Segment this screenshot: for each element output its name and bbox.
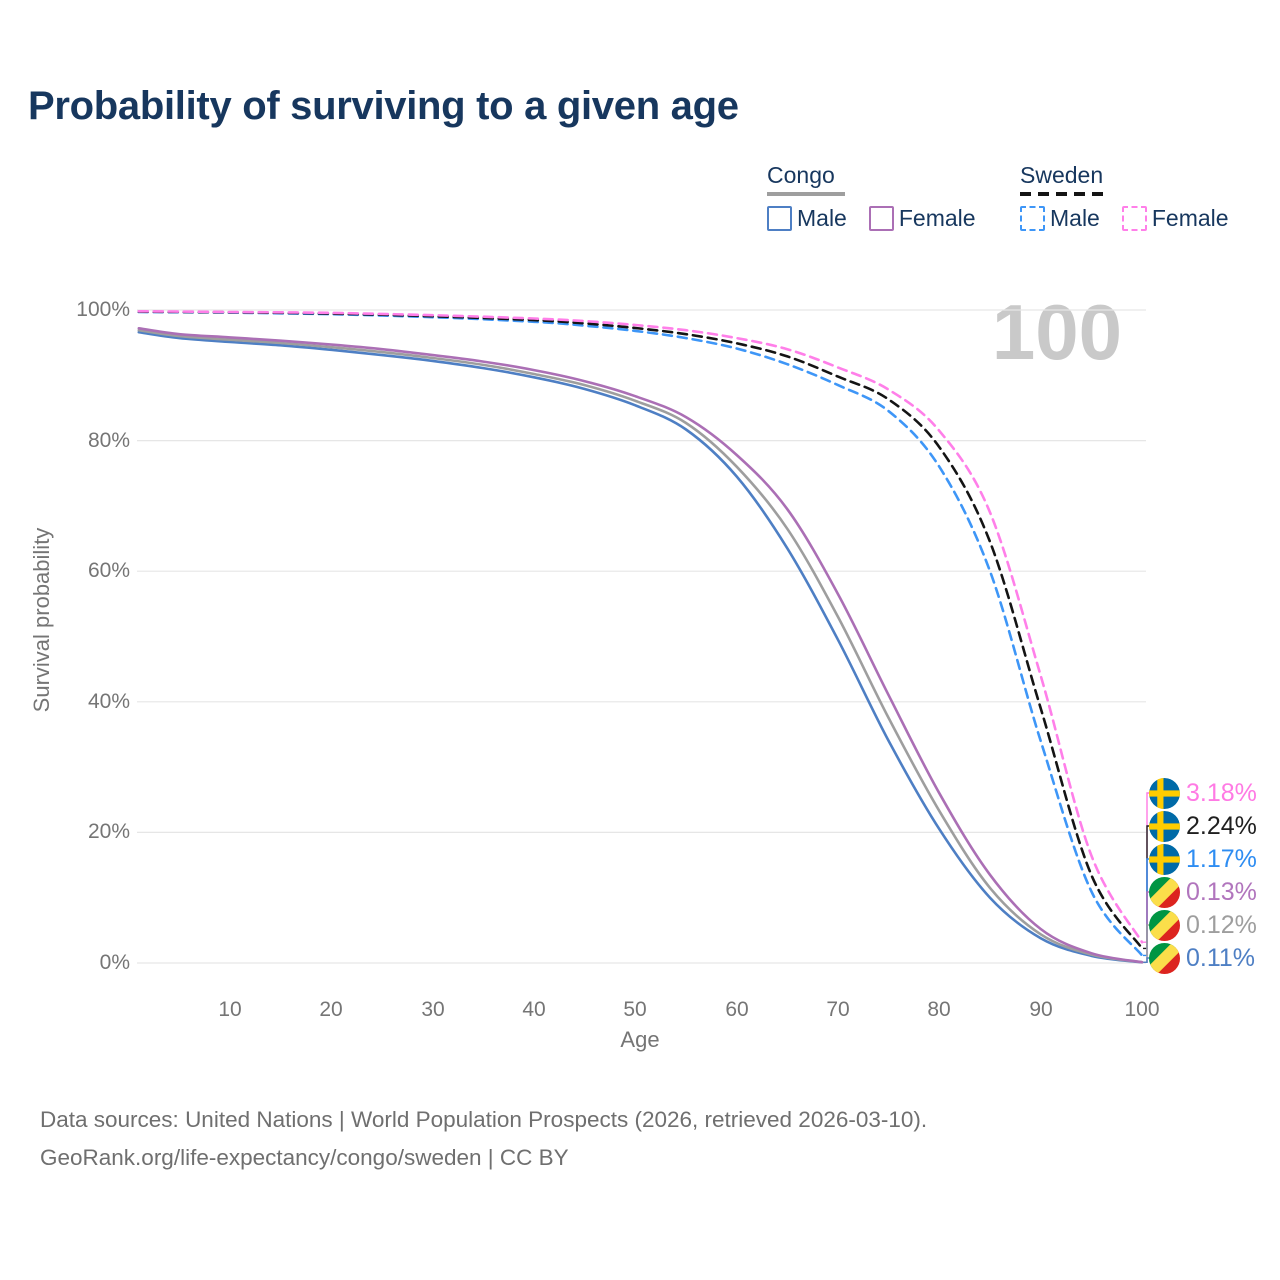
y-tick-label: 20% — [87, 820, 130, 843]
legend-group-sweden: Sweden Male Female — [1020, 162, 1229, 232]
y-tick-label: 60% — [87, 559, 130, 582]
legend-group-congo: Congo Male Female — [767, 162, 976, 232]
y-axis-title: Survival probability — [29, 527, 54, 713]
x-tick-label: 70 — [826, 998, 850, 1021]
end-label-value: 2.24% — [1186, 812, 1257, 840]
legend-item-congo-female[interactable]: Female — [868, 205, 976, 232]
sweden-flag-icon — [1149, 777, 1180, 809]
legend-group-congo-label: Congo — [767, 162, 835, 188]
x-tick-label: 20 — [319, 998, 343, 1021]
sweden-flag-icon — [1149, 810, 1180, 842]
x-tick-label: 80 — [927, 998, 951, 1021]
y-tick-label: 100% — [76, 298, 130, 321]
legend-sweden-underline — [1020, 192, 1110, 196]
end-label-row-sweden-female: 3.18% — [1149, 777, 1257, 809]
end-label-value: 3.18% — [1186, 779, 1257, 807]
congo-flag-icon — [1149, 942, 1180, 974]
page-title: Probability of surviving to a given age — [28, 84, 739, 128]
series-path-congo-male — [137, 330, 1144, 964]
end-label-row-sweden-male: 1.17% — [1149, 843, 1257, 875]
x-tick-label: 10 — [218, 998, 242, 1021]
legend-congo-underline — [767, 192, 845, 196]
congo-female-swatch-icon — [868, 206, 894, 231]
y-tick-label: 40% — [87, 690, 130, 713]
x-tick-label: 50 — [623, 998, 647, 1021]
congo-flag-icon — [1149, 876, 1180, 908]
legend-item-label: Male — [797, 205, 847, 231]
sweden-flag-icon — [1149, 843, 1180, 875]
x-axis-title: Age — [620, 1027, 660, 1052]
congo-male-swatch-icon — [767, 206, 792, 231]
end-label-row-congo-female: 0.13% — [1149, 876, 1257, 908]
end-label-value: 0.12% — [1186, 911, 1257, 939]
congo-flag-icon — [1149, 909, 1180, 941]
age-counter-watermark: 100 — [991, 288, 1122, 376]
footer: Data sources: United Nations | World Pop… — [40, 1101, 927, 1177]
end-label-row-congo-both: 0.12% — [1149, 909, 1257, 941]
legend-item-congo-male[interactable]: Male — [767, 205, 847, 232]
y-tick-label: 80% — [87, 429, 130, 452]
x-tick-label: 90 — [1029, 998, 1053, 1021]
footer-sources-line: Data sources: United Nations | World Pop… — [40, 1107, 928, 1132]
series-path-congo-female — [137, 327, 1144, 964]
x-tick-label: 40 — [522, 998, 546, 1021]
x-tick-label: 60 — [725, 998, 749, 1021]
legend-item-sweden-female[interactable]: Female — [1121, 205, 1229, 232]
legend-item-label: Female — [898, 205, 976, 231]
legend-item-label: Male — [1050, 205, 1100, 231]
x-tick-label: 30 — [421, 998, 445, 1021]
sweden-male-swatch-icon — [1020, 206, 1045, 231]
end-label-row-congo-male: 0.11% — [1149, 942, 1255, 974]
end-label-value: 1.17% — [1186, 845, 1257, 873]
sweden-female-swatch-icon — [1121, 206, 1147, 231]
legend-item-sweden-male[interactable]: Male — [1020, 205, 1100, 232]
legend-item-label: Female — [1151, 205, 1229, 231]
series-path-sweden-female — [137, 310, 1144, 944]
series-path-congo-both — [137, 328, 1144, 964]
end-label-value: 0.11% — [1186, 944, 1256, 972]
footer-attribution-line: GeoRank.org/life-expectancy/congo/sweden… — [40, 1145, 569, 1170]
legend-group-sweden-label: Sweden — [1020, 162, 1104, 188]
x-tick-label: 100 — [1124, 998, 1160, 1021]
y-tick-label: 0% — [99, 951, 130, 974]
end-label-value: 0.13% — [1186, 878, 1257, 906]
end-label-row-sweden-both: 2.24% — [1149, 810, 1257, 842]
